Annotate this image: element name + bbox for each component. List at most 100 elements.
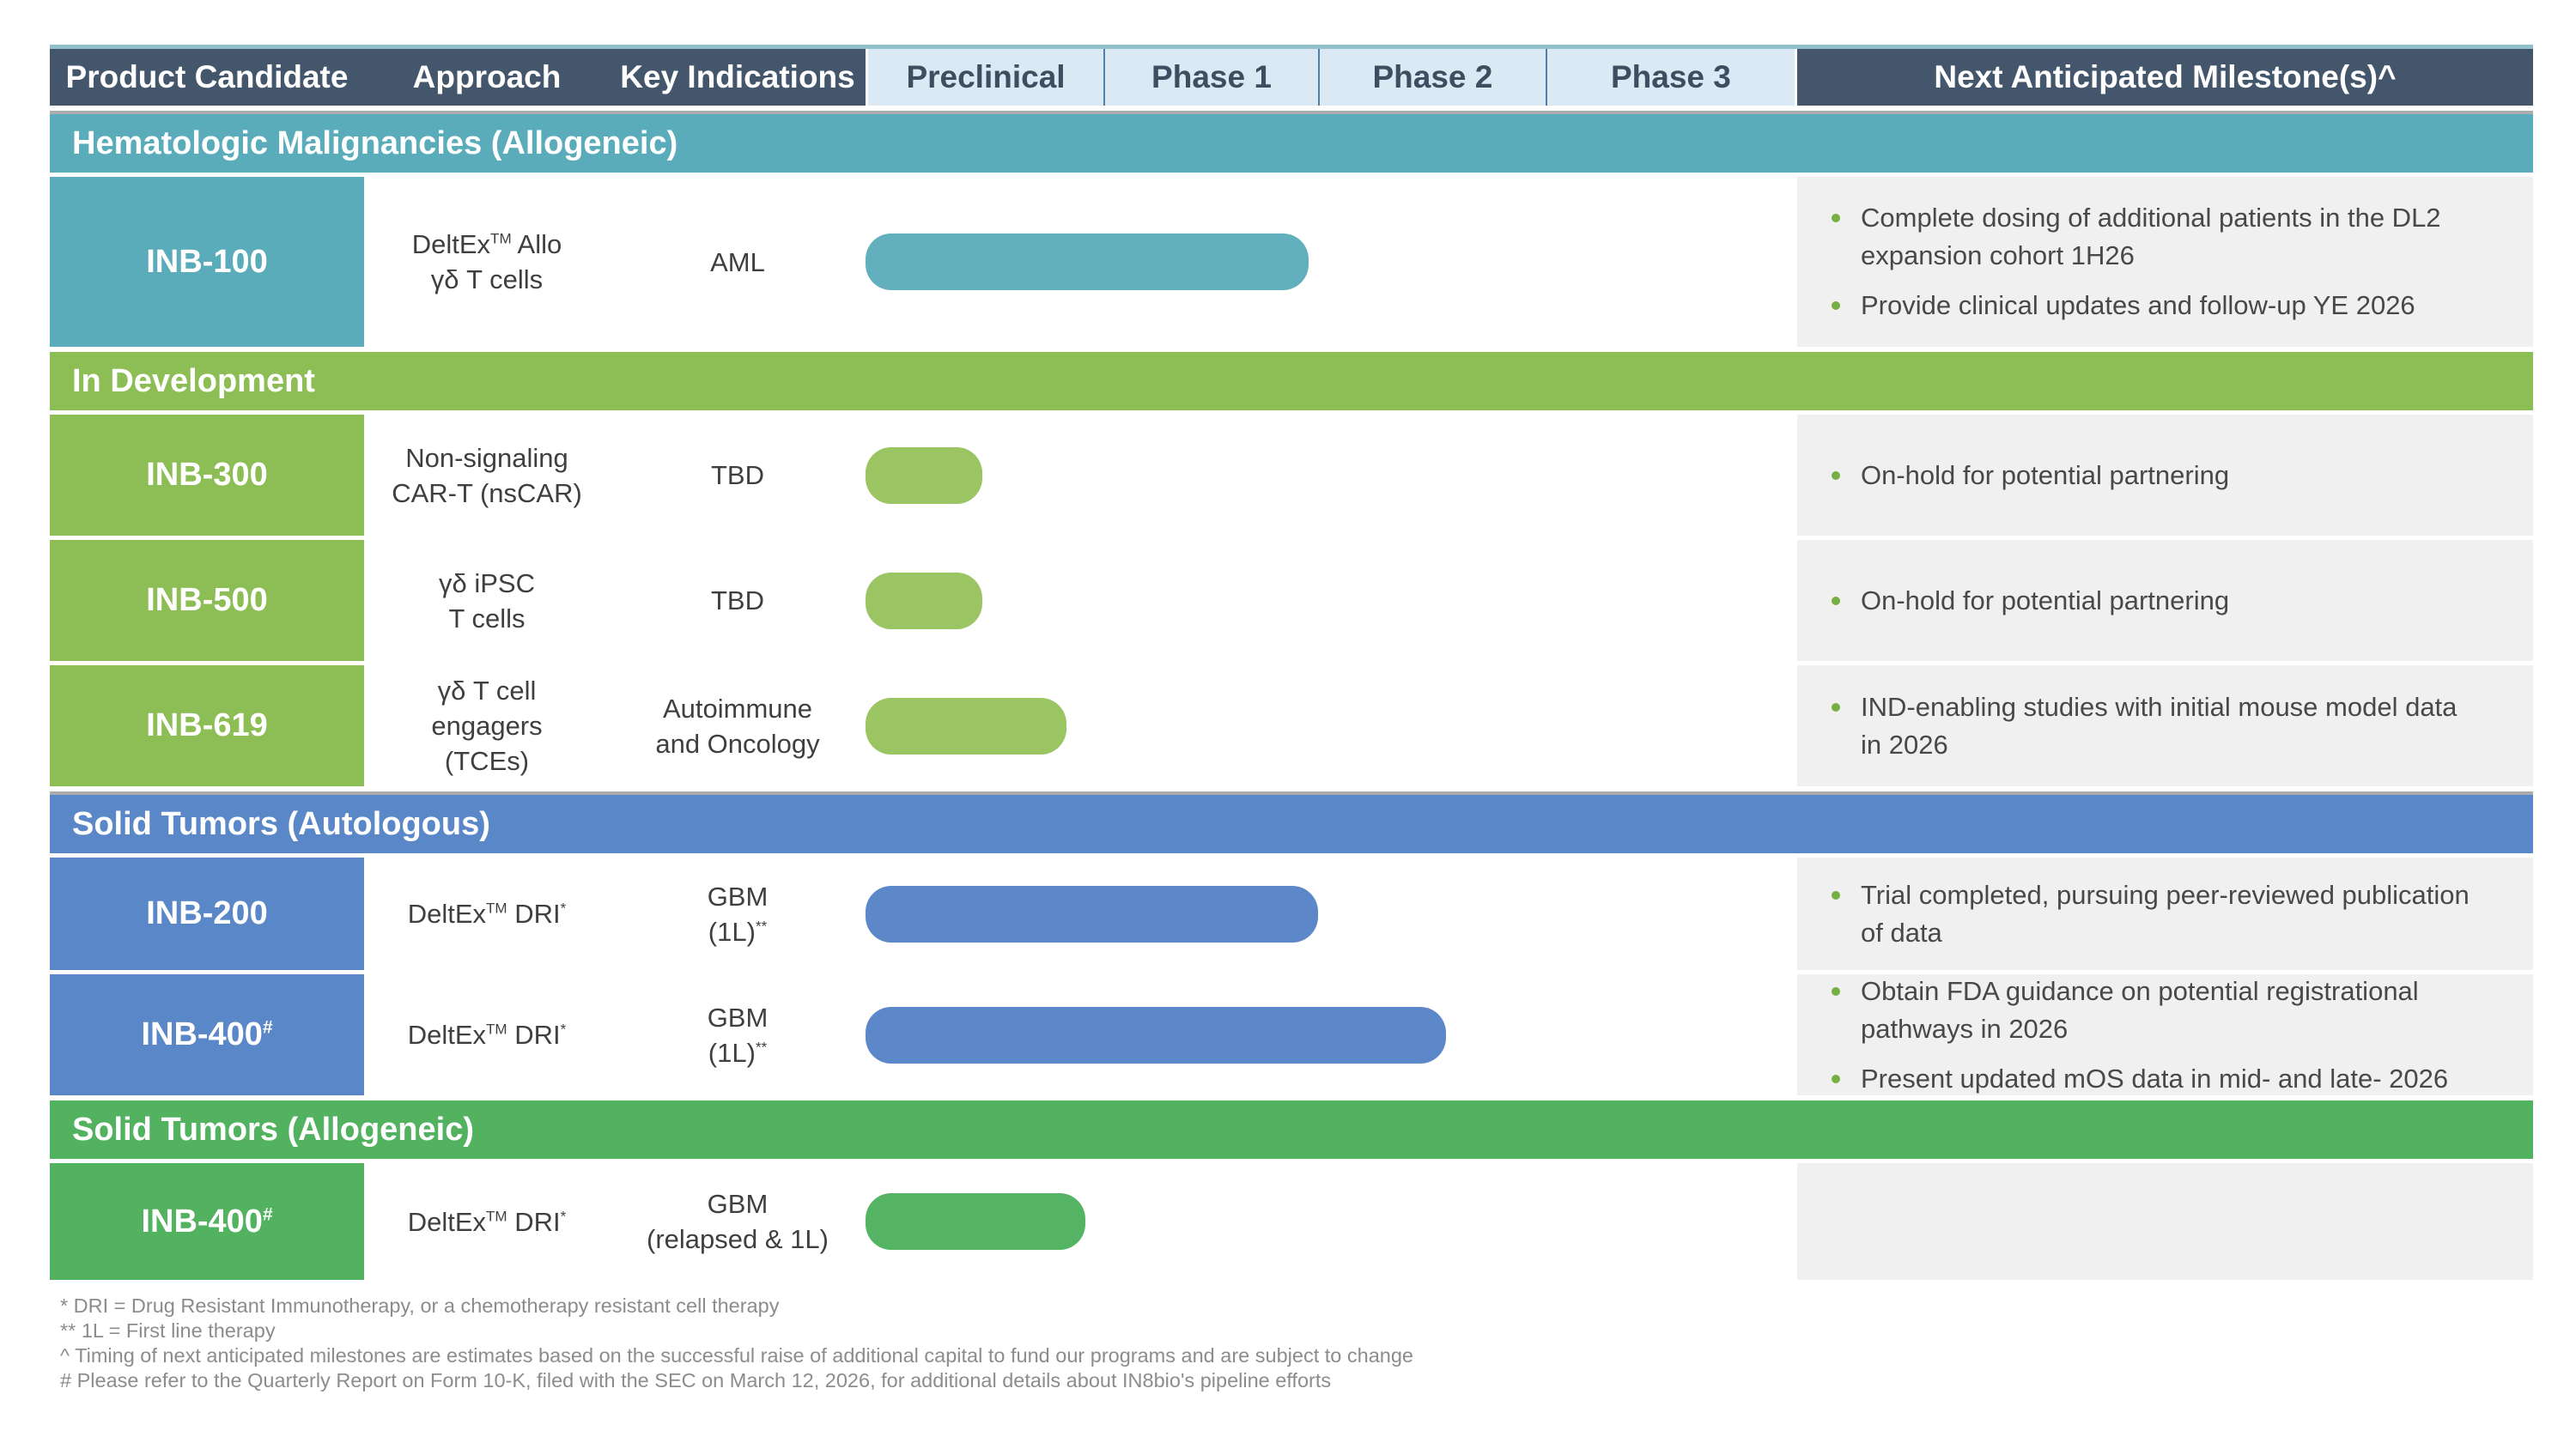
bullet-icon <box>1832 1074 1840 1083</box>
indication-text: Autoimmune and Oncology <box>655 693 820 759</box>
pipeline-row: INB-200 DeltExTM DRI* GBM (1L)** Trial compl… <box>50 858 2533 970</box>
approach-text: γδ T cell engagers (TCEs) <box>431 676 543 776</box>
milestone-text: Present updated mOS data in mid- and lat… <box>1861 1063 2449 1094</box>
phase-track <box>866 1163 1797 1280</box>
approach-text: DeltExTM Allo γδ T cells <box>411 229 562 294</box>
candidate-box: INB-200 <box>50 858 364 970</box>
progress-bar <box>866 446 982 504</box>
milestone-cell: On-hold for potential partnering <box>1797 540 2533 661</box>
phase-track <box>866 858 1797 970</box>
candidate-label: INB-200 <box>146 895 268 931</box>
milestone-item: Complete dosing of additional patients i… <box>1832 199 2507 275</box>
column-header-product-candidate: Product Candidate <box>65 59 349 94</box>
footnote-line: ^ Timing of next anticipated milestones … <box>60 1344 1413 1367</box>
indication-text: GBM (1L)** <box>707 1002 769 1068</box>
approach-text: DeltExTM DRI* <box>407 1206 567 1237</box>
pipeline-row: INB-400# DeltExTM DRI* GBM (relapsed & 1L) <box>50 1163 2533 1280</box>
phase-track <box>866 665 1797 786</box>
milestone-text: Obtain FDA guidance on potential registr… <box>1861 975 2419 1044</box>
phase-track <box>866 540 1797 661</box>
section-divider-rule <box>50 111 2533 114</box>
indication-text: GBM (1L)** <box>707 881 769 947</box>
progress-bar <box>866 1006 1446 1064</box>
approach-text: γδ iPSC T cells <box>439 567 535 634</box>
section-header: Solid Tumors (Allogeneic) <box>50 1100 2533 1159</box>
candidate-label: INB-300 <box>146 457 268 493</box>
pipeline-row: INB-400# DeltExTM DRI* GBM (1L)** Obtain FDA… <box>50 974 2533 1095</box>
milestone-item: Present updated mOS data in mid- and lat… <box>1832 1060 2507 1098</box>
section-title: Solid Tumors (Autologous) <box>72 805 490 842</box>
table-top-border <box>50 45 2533 49</box>
milestone-item: Trial completed, pursuing peer-reviewed … <box>1832 876 2507 952</box>
milestone-item: Obtain FDA guidance on potential registr… <box>1832 973 2507 1048</box>
candidate-box: INB-400# <box>50 1163 364 1280</box>
milestone-text: On-hold for potential partnering <box>1861 459 2230 490</box>
section-divider-rule <box>50 791 2533 795</box>
pipeline-sections: Hematologic Malignancies (Allogeneic) INB… <box>50 111 2533 1280</box>
milestone-text: Trial completed, pursuing peer-reviewed … <box>1861 879 2470 948</box>
phase-column-header-phase-3: Phase 3 <box>1545 49 1797 106</box>
milestone-cell: Trial completed, pursuing peer-reviewed … <box>1797 858 2533 970</box>
indication-text: GBM (relapsed & 1L) <box>647 1189 829 1254</box>
column-header-key-indications: Key Indications <box>620 59 855 94</box>
milestone-cell: Obtain FDA guidance on potential registr… <box>1797 974 2533 1095</box>
column-header-approach: Approach <box>412 59 562 94</box>
approach-text: DeltExTM DRI* <box>407 1020 567 1050</box>
candidate-label: INB-619 <box>146 707 268 743</box>
milestone-cell: Complete dosing of additional patients i… <box>1797 177 2533 347</box>
bullet-icon <box>1832 702 1840 712</box>
milestone-text: Complete dosing of additional patients i… <box>1861 203 2441 270</box>
section-header: In Development <box>50 352 2533 410</box>
milestone-cell <box>1797 1163 2533 1280</box>
section-title: Solid Tumors (Allogeneic) <box>72 1111 474 1148</box>
progress-bar <box>866 697 1067 755</box>
footnote-line: * DRI = Drug Resistant Immunotherapy, or… <box>60 1294 780 1317</box>
footnotes: * DRI = Drug Resistant Immunotherapy, or… <box>60 1294 2533 1393</box>
footnote-line: # Please refer to the Quarterly Report o… <box>60 1369 1332 1391</box>
footnote-line: ** 1L = First line therapy <box>60 1319 276 1342</box>
phase-track <box>866 177 1797 347</box>
pipeline-row: INB-500 γδ iPSC T cells TBD On-hold for pote… <box>50 540 2533 661</box>
milestone-item: On-hold for potential partnering <box>1832 582 2507 620</box>
phase-column-header-preclinical: Preclinical <box>866 49 1103 106</box>
pipeline-row: INB-300 Non-signaling CAR-T (nsCAR) TBD On-h… <box>50 415 2533 536</box>
progress-bar <box>866 885 1319 943</box>
milestone-cell: On-hold for potential partnering <box>1797 415 2533 536</box>
pipeline-row: INB-619 γδ T cell engagers (TCEs) Autoimmune… <box>50 665 2533 786</box>
bullet-icon <box>1832 301 1840 310</box>
milestone-cell: IND-enabling studies with initial mouse … <box>1797 665 2533 786</box>
phase-track <box>866 974 1797 1095</box>
phase-column-header-phase-2: Phase 2 <box>1317 49 1546 106</box>
bullet-icon <box>1832 986 1840 996</box>
milestone-text: On-hold for potential partnering <box>1861 585 2230 615</box>
candidate-label: INB-400# <box>141 1016 273 1052</box>
indication-text: AML <box>710 246 765 277</box>
milestone-item: IND-enabling studies with initial mouse … <box>1832 688 2507 764</box>
bullet-icon <box>1832 596 1840 605</box>
candidate-box: INB-500 <box>50 540 364 661</box>
column-header-milestones: Next Anticipated Milestone(s)^ <box>1797 49 2533 106</box>
progress-bar <box>866 233 1309 290</box>
milestone-item: Provide clinical updates and follow-up Y… <box>1832 287 2507 324</box>
header-left-group: Product Candidate Approach Key Indicatio… <box>50 49 866 106</box>
progress-bar <box>866 572 982 629</box>
approach-text: Non-signaling CAR-T (nsCAR) <box>392 442 582 508</box>
indication-text: TBD <box>711 585 764 615</box>
bullet-icon <box>1832 470 1840 480</box>
milestone-text: Provide clinical updates and follow-up Y… <box>1861 290 2415 320</box>
indication-text: TBD <box>711 460 764 490</box>
progress-bar <box>866 1193 1086 1250</box>
candidate-label: INB-400# <box>141 1203 273 1240</box>
milestone-text: IND-enabling studies with initial mouse … <box>1861 691 2458 760</box>
table-header-row: Product Candidate Approach Key Indicatio… <box>50 49 2533 106</box>
section-title: In Development <box>72 362 315 399</box>
phase-column-header-phase-1: Phase 1 <box>1103 49 1318 106</box>
milestone-item: On-hold for potential partnering <box>1832 457 2507 494</box>
candidate-box: INB-300 <box>50 415 364 536</box>
bullet-icon <box>1832 214 1840 222</box>
bullet-icon <box>1832 890 1840 900</box>
candidate-box: INB-619 <box>50 665 364 786</box>
phase-column-headers: Preclinical Phase 1 Phase 2 Phase 3 <box>866 49 1797 106</box>
section-header: Hematologic Malignancies (Allogeneic) <box>50 114 2533 173</box>
